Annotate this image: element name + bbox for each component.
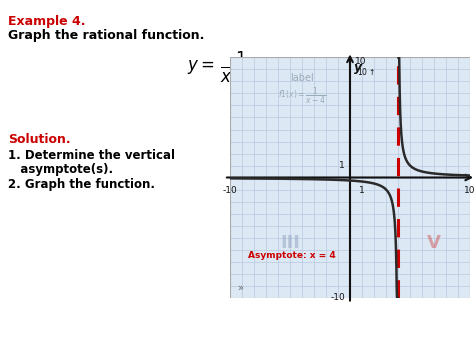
Text: 10: 10 <box>355 58 366 66</box>
Text: y: y <box>354 61 362 74</box>
Text: -10: -10 <box>223 186 237 195</box>
Text: $10\uparrow$: $10\uparrow$ <box>357 66 375 77</box>
Text: Example 4.: Example 4. <box>8 15 85 28</box>
Text: III: III <box>280 235 300 252</box>
Text: $y =$: $y =$ <box>187 58 215 76</box>
Text: »: » <box>237 283 243 293</box>
Text: V: V <box>427 235 441 252</box>
Text: asymptote(s).: asymptote(s). <box>8 163 113 176</box>
Text: label: label <box>290 73 314 83</box>
Text: 10: 10 <box>464 186 474 195</box>
Bar <box>230 58 470 297</box>
Text: Asymptote: x = 4: Asymptote: x = 4 <box>248 251 336 260</box>
Text: 1: 1 <box>359 186 365 195</box>
Text: 1: 1 <box>339 161 345 170</box>
Text: 2. Graph the function.: 2. Graph the function. <box>8 178 155 191</box>
Text: -10: -10 <box>330 293 345 302</box>
Text: $f1(x)=\dfrac{1}{x-4}$: $f1(x)=\dfrac{1}{x-4}$ <box>278 86 326 106</box>
Text: 1. Determine the vertical: 1. Determine the vertical <box>8 149 175 162</box>
Text: Solution.: Solution. <box>8 133 71 146</box>
Text: Graph the rational function.: Graph the rational function. <box>8 29 204 42</box>
Text: $\dfrac{1}{x-4}$: $\dfrac{1}{x-4}$ <box>220 49 263 84</box>
